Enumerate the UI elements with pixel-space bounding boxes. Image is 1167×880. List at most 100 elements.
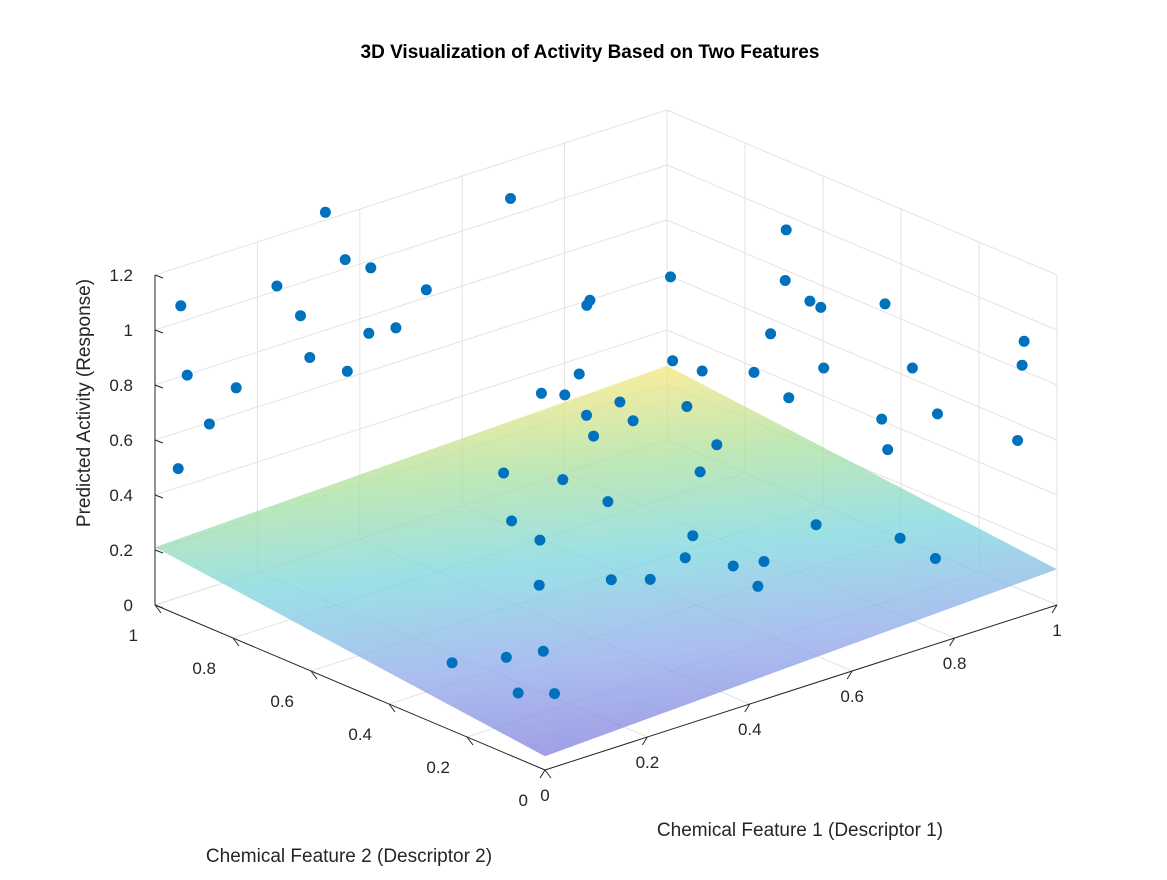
- data-point: [340, 254, 351, 265]
- data-point: [295, 310, 306, 321]
- data-point: [606, 574, 617, 585]
- y-tick-mark: [545, 770, 551, 778]
- data-point: [804, 296, 815, 307]
- data-point: [876, 414, 887, 425]
- data-point: [882, 444, 893, 455]
- data-point: [645, 574, 656, 585]
- data-point: [628, 415, 639, 426]
- x-tick-label: 0.8: [943, 654, 967, 673]
- data-point: [932, 408, 943, 419]
- data-point: [231, 382, 242, 393]
- data-point: [320, 207, 331, 218]
- x-tick-label: 0.2: [636, 753, 660, 772]
- z-tick-label: 0.4: [109, 486, 133, 505]
- y-tick-label: 0.4: [348, 725, 372, 744]
- data-point: [781, 224, 792, 235]
- data-point: [559, 389, 570, 400]
- data-point: [783, 392, 794, 403]
- data-point: [811, 519, 822, 530]
- z-tick-mark: [155, 440, 163, 443]
- z-tick-label: 1.2: [109, 266, 133, 285]
- y-tick-label: 0: [519, 791, 528, 810]
- z-tick-mark: [155, 495, 163, 498]
- data-point: [1019, 336, 1030, 347]
- gridline-z-side: [667, 110, 1057, 275]
- data-point: [534, 580, 545, 591]
- data-point: [390, 322, 401, 333]
- data-point: [304, 352, 315, 363]
- data-point: [538, 646, 549, 657]
- y-axis-label: Chemical Feature 2 (Descriptor 2): [206, 846, 492, 867]
- gridline-z-side: [667, 165, 1057, 330]
- x-tick-label: 1: [1052, 621, 1061, 640]
- data-point: [749, 367, 760, 378]
- data-point: [752, 581, 763, 592]
- x-tick-label: 0: [540, 786, 549, 805]
- data-point: [880, 298, 891, 309]
- data-point: [895, 533, 906, 544]
- data-point: [681, 401, 692, 412]
- data-point: [1017, 360, 1028, 371]
- data-point: [498, 468, 509, 479]
- data-point: [815, 302, 826, 313]
- data-point: [818, 363, 829, 374]
- x-tick-label: 0.4: [738, 720, 762, 739]
- z-tick-mark: [155, 330, 163, 333]
- data-point: [667, 355, 678, 366]
- x-tick-label: 0.6: [840, 687, 864, 706]
- data-point: [271, 281, 282, 292]
- data-point: [182, 370, 193, 381]
- x-axis-label: Chemical Feature 1 (Descriptor 1): [657, 820, 943, 841]
- data-point: [680, 552, 691, 563]
- data-point: [687, 530, 698, 541]
- data-point: [506, 515, 517, 526]
- data-point: [765, 328, 776, 339]
- data-point: [697, 366, 708, 377]
- data-point: [342, 366, 353, 377]
- data-point: [536, 388, 547, 399]
- data-point: [588, 431, 599, 442]
- y-tick-label: 0.8: [192, 659, 216, 678]
- data-point: [907, 363, 918, 374]
- data-point: [780, 275, 791, 286]
- data-point: [447, 657, 458, 668]
- data-point: [549, 688, 560, 699]
- data-point: [759, 556, 770, 567]
- data-point: [173, 463, 184, 474]
- data-point: [534, 535, 545, 546]
- data-point: [581, 410, 592, 421]
- data-point: [574, 369, 585, 380]
- z-tick-label: 0.8: [109, 376, 133, 395]
- data-point: [602, 496, 613, 507]
- y-tick-label: 1: [129, 626, 138, 645]
- data-point: [365, 262, 376, 273]
- data-point: [581, 300, 592, 311]
- z-tick-mark: [155, 275, 163, 278]
- data-point: [421, 284, 432, 295]
- data-point: [930, 553, 941, 564]
- y-tick-label: 0.2: [426, 758, 450, 777]
- data-point: [711, 439, 722, 450]
- gridline-z-back: [155, 110, 667, 275]
- data-point: [614, 397, 625, 408]
- data-point: [505, 193, 516, 204]
- z-tick-mark: [155, 385, 163, 388]
- chart-title: 3D Visualization of Activity Based on Tw…: [361, 42, 820, 63]
- z-axis-label: Predicted Activity (Response): [74, 279, 95, 527]
- z-tick-label: 1: [124, 321, 133, 340]
- data-point: [695, 466, 706, 477]
- x-tick-mark: [540, 770, 545, 778]
- data-point: [728, 561, 739, 572]
- data-point: [501, 652, 512, 663]
- data-point: [557, 474, 568, 485]
- z-tick-label: 0.2: [109, 541, 133, 560]
- z-tick-label: 0.6: [109, 431, 133, 450]
- z-tick-label: 0: [124, 596, 133, 615]
- gridline-z-side: [667, 220, 1057, 385]
- data-point: [1012, 435, 1023, 446]
- data-point: [204, 419, 215, 430]
- data-point: [363, 328, 374, 339]
- data-point: [175, 300, 186, 311]
